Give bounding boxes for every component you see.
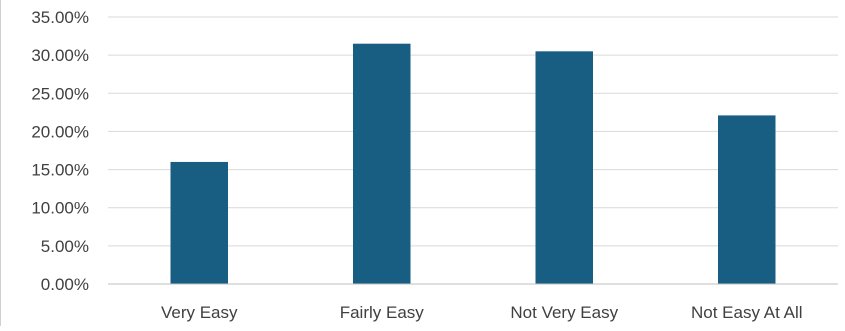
bars <box>170 43 776 285</box>
bar <box>535 51 593 285</box>
bar <box>170 161 228 284</box>
gridlines <box>108 16 838 247</box>
bar <box>353 43 411 285</box>
x-tick-label: Fairly Easy <box>340 303 425 322</box>
y-tick-label: 10.00% <box>31 199 89 218</box>
y-tick-label: 25.00% <box>31 84 89 103</box>
y-tick-label: 5.00% <box>41 237 89 256</box>
bar <box>718 115 776 284</box>
y-tick-label: 15.00% <box>31 161 89 180</box>
y-tick-label: 0.00% <box>41 275 89 294</box>
x-tick-label: Not Very Easy <box>510 303 618 322</box>
y-tick-label: 20.00% <box>31 122 89 141</box>
x-tick-label: Very Easy <box>161 303 238 322</box>
chart-frame-edge <box>0 0 1 326</box>
y-axis-tick-labels: 0.00% 5.00% 10.00% 15.00% 20.00% 25.00% 30.00%… <box>31 8 89 294</box>
y-tick-label: 30.00% <box>31 46 89 65</box>
x-axis-tick-labels: Very Easy Fairly Easy Not Very Easy Not Eas… <box>161 303 803 322</box>
y-tick-label: 35.00% <box>31 8 89 27</box>
x-tick-label: Not Easy At All <box>691 303 803 322</box>
